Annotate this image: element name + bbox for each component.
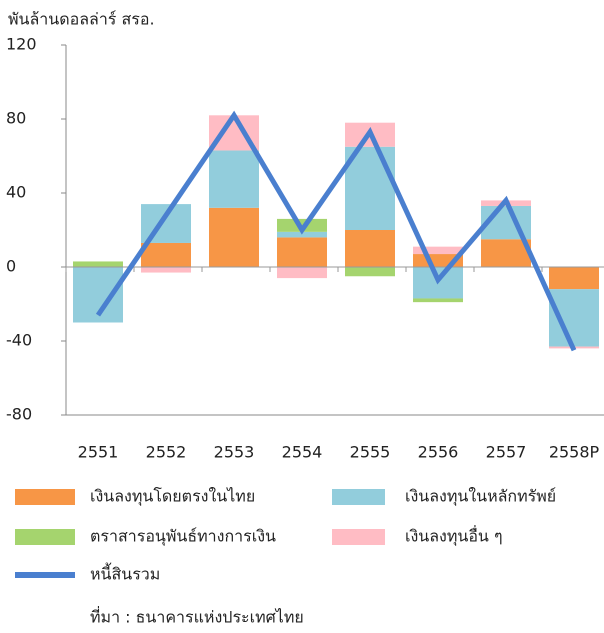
legend-swatch — [15, 529, 75, 545]
bar-segment — [277, 231, 327, 238]
bar-segment — [141, 267, 191, 273]
y-axis-label: พันล้านดอลล่าร์ สรอ. — [8, 10, 155, 29]
legend-swatch — [332, 489, 385, 505]
x-tick-label: 2558P — [549, 443, 600, 462]
x-tick-label: 2555 — [350, 443, 391, 462]
bar-segment — [549, 267, 599, 290]
bar-segment — [345, 230, 395, 267]
bar-segment — [481, 239, 531, 267]
y-tick-label: 40 — [6, 183, 26, 202]
x-tick-label: 2557 — [486, 443, 527, 462]
legend-label: เงินลงทุนโดยตรงในไทย — [90, 487, 255, 507]
line-series — [95, 110, 577, 352]
legend-label: ตราสารอนุพันธ์ทางการเงิน — [90, 527, 276, 547]
legend-swatch — [332, 529, 385, 545]
legend-label: เงินลงทุนในหลักทรัพย์ — [405, 487, 556, 507]
bar-segment — [413, 298, 463, 303]
bar-segment — [141, 242, 191, 267]
bar-segment — [413, 246, 463, 255]
bar-segment — [277, 237, 327, 267]
y-tick-label: 80 — [6, 109, 26, 128]
legend-label: เงินลงทุนอื่น ๆ — [405, 525, 503, 547]
x-tick-label: 2552 — [146, 443, 187, 462]
x-tick-label: 2556 — [418, 443, 459, 462]
bar-segment — [549, 289, 599, 347]
x-tick-label: 2551 — [78, 443, 119, 462]
bar-segment — [345, 146, 395, 230]
x-tick-label: 2554 — [282, 443, 323, 462]
bar-segment — [209, 150, 259, 208]
legend-label: หนี้สินรวม — [90, 563, 160, 584]
bar-segment — [345, 267, 395, 277]
source-note: ที่มา : ธนาคารแห่งประเทศไทย — [90, 606, 304, 627]
y-tick-label: 120 — [6, 35, 37, 54]
y-tick-label: 0 — [6, 257, 16, 276]
bar-segment — [209, 207, 259, 267]
legend-swatch — [15, 489, 75, 505]
y-tick-label: -40 — [6, 331, 32, 350]
x-tick-label: 2553 — [214, 443, 255, 462]
y-tick-label: -80 — [6, 405, 32, 424]
bar-segment — [73, 261, 123, 267]
bar-segment — [277, 267, 327, 279]
